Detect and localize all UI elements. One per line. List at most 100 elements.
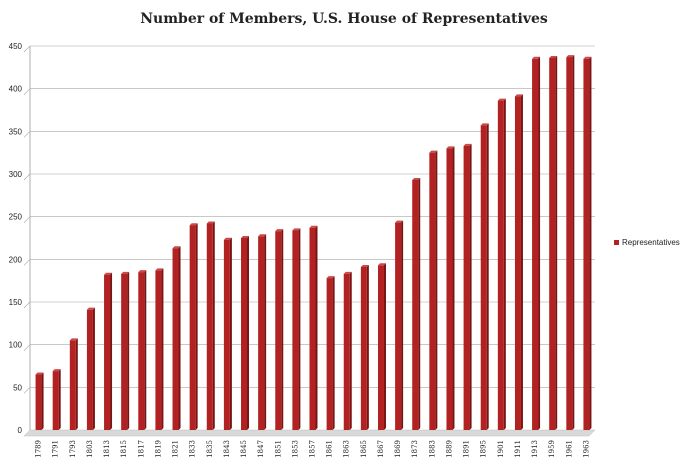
bar-top bbox=[138, 270, 147, 273]
bar bbox=[35, 374, 42, 430]
gridline-depth bbox=[23, 301, 31, 309]
x-tick-label: 1857 bbox=[309, 440, 317, 458]
bar-side bbox=[572, 55, 575, 431]
bar bbox=[138, 272, 145, 430]
bar-top bbox=[258, 234, 267, 237]
x-tick-label: 1847 bbox=[257, 440, 265, 458]
bar-top bbox=[292, 228, 301, 231]
bar bbox=[206, 223, 213, 430]
x-axis: 1789 1791 1793 1803 1813 1815 1817 1819 1821 1833… bbox=[35, 440, 591, 458]
gridline-depth bbox=[23, 173, 31, 181]
bar-side bbox=[486, 123, 489, 431]
bar bbox=[412, 179, 419, 430]
bar-top bbox=[377, 263, 386, 266]
bar bbox=[121, 273, 128, 430]
bar bbox=[549, 57, 556, 431]
chart-title: Number of Members, U.S. House of Represe… bbox=[140, 11, 548, 27]
bar-side bbox=[229, 237, 232, 430]
bar bbox=[446, 148, 453, 430]
gridline-depth bbox=[23, 387, 31, 394]
bar-side bbox=[247, 236, 250, 430]
bar-top bbox=[241, 236, 250, 238]
bar bbox=[241, 238, 248, 430]
bar-side bbox=[281, 229, 284, 430]
bar-side bbox=[178, 246, 181, 430]
bar-side bbox=[264, 234, 267, 430]
gridline-depth bbox=[23, 216, 31, 223]
bar-top bbox=[104, 272, 113, 275]
bar-side bbox=[212, 221, 215, 430]
y-tick-label: 0 bbox=[18, 426, 23, 435]
bar-side bbox=[41, 372, 44, 430]
bar-side bbox=[161, 268, 164, 430]
bar-top bbox=[583, 56, 592, 59]
bar bbox=[172, 248, 179, 430]
bar-top bbox=[395, 220, 404, 223]
bar bbox=[583, 58, 590, 431]
bar-side bbox=[520, 94, 523, 430]
x-tick-label: 1889 bbox=[445, 440, 453, 458]
bar-side bbox=[538, 56, 541, 431]
y-tick-label: 50 bbox=[13, 383, 22, 392]
x-tick-label: 1867 bbox=[377, 440, 385, 458]
bar-side bbox=[58, 369, 61, 430]
x-tick-label: 1817 bbox=[137, 440, 145, 458]
x-tick-label: 1963 bbox=[582, 440, 590, 458]
y-tick-label: 400 bbox=[9, 85, 23, 94]
bar bbox=[69, 340, 76, 430]
bar-top bbox=[497, 98, 506, 101]
bar bbox=[360, 267, 367, 430]
bar bbox=[104, 274, 111, 430]
x-tick-label: 1913 bbox=[531, 440, 539, 458]
y-axis: 0 50 100 150 200 250 300 350 400 450 bbox=[9, 42, 23, 435]
bar-top bbox=[275, 229, 284, 232]
bar bbox=[395, 222, 402, 430]
bar-side bbox=[75, 338, 78, 430]
x-tick-label: 1793 bbox=[69, 440, 77, 458]
x-tick-label: 1803 bbox=[86, 440, 94, 458]
bar-top bbox=[206, 221, 215, 224]
x-tick-label: 1813 bbox=[103, 440, 111, 458]
x-tick-label: 1851 bbox=[274, 440, 282, 458]
bar-top bbox=[549, 55, 558, 58]
bar-top bbox=[189, 223, 198, 226]
bar-side bbox=[555, 55, 558, 431]
bar-side bbox=[92, 307, 95, 430]
x-tick-label: 1865 bbox=[360, 440, 368, 458]
bar-top bbox=[155, 268, 164, 271]
bar-top bbox=[69, 338, 78, 341]
x-tick-label: 1901 bbox=[497, 440, 505, 458]
bar-side bbox=[503, 98, 506, 430]
x-tick-label: 1821 bbox=[172, 440, 180, 458]
gridline-depth bbox=[23, 259, 31, 266]
x-tick-label: 1959 bbox=[548, 440, 556, 458]
bar-side bbox=[298, 228, 301, 430]
bar-top bbox=[429, 150, 438, 153]
legend-swatch bbox=[614, 240, 619, 245]
bar bbox=[463, 145, 470, 430]
x-tick-label: 1883 bbox=[428, 440, 436, 458]
gridline-depth bbox=[23, 131, 31, 138]
bar bbox=[86, 309, 93, 430]
bar bbox=[258, 236, 265, 430]
plot-floor bbox=[23, 429, 596, 437]
bar-side bbox=[366, 265, 369, 430]
x-tick-label: 1911 bbox=[514, 440, 522, 458]
x-tick-label: 1843 bbox=[223, 440, 231, 458]
bar-top bbox=[463, 143, 472, 146]
y-tick-label: 250 bbox=[9, 213, 23, 222]
bar-side bbox=[401, 220, 404, 430]
y-tick-label: 150 bbox=[9, 298, 23, 307]
bar-side bbox=[110, 272, 113, 430]
x-tick-label: 1833 bbox=[189, 440, 197, 458]
bar-top bbox=[172, 246, 181, 249]
x-tick-label: 1853 bbox=[291, 440, 299, 458]
bar-top bbox=[412, 177, 421, 180]
bar-top bbox=[223, 237, 232, 240]
bar-side bbox=[383, 263, 386, 430]
bar-side bbox=[349, 271, 352, 430]
legend: Representatives bbox=[614, 238, 680, 247]
bar bbox=[292, 230, 299, 430]
bar bbox=[514, 96, 521, 430]
x-tick-label: 1845 bbox=[240, 440, 248, 458]
